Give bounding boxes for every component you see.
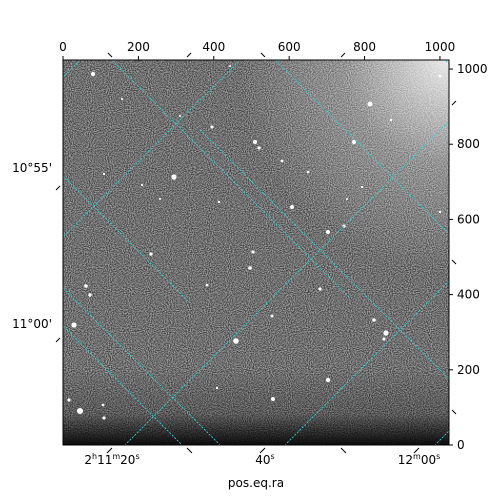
grid-line-8: [124, 120, 449, 445]
right-tick-label-5: 1000: [457, 62, 488, 76]
stars: [67, 65, 442, 420]
star-37: [438, 210, 442, 214]
star-11: [326, 230, 330, 234]
star-42: [346, 198, 348, 200]
grid-line-0: [63, 175, 191, 304]
world-tick-8: [186, 52, 192, 58]
star-29: [101, 403, 105, 407]
dec-tick-label-1: 11°00': [12, 317, 52, 331]
star-8: [351, 139, 357, 145]
star-10: [389, 118, 393, 122]
world-tick-6: [55, 337, 61, 343]
star-30: [67, 398, 71, 402]
right-tick-label-2: 400: [457, 288, 480, 302]
world-tick-13: [451, 409, 457, 415]
world-tick-12: [451, 259, 457, 265]
star-17: [84, 284, 88, 288]
star-41: [229, 65, 231, 67]
star-13: [251, 250, 255, 254]
star-27: [271, 397, 275, 401]
star-43: [360, 185, 364, 189]
top-tick-label-0: 0: [59, 40, 67, 54]
top-tick-label-4: 800: [353, 40, 376, 54]
star-26: [325, 377, 331, 383]
star-33: [217, 200, 221, 204]
star-15: [149, 252, 153, 256]
grid-line-4: [63, 325, 183, 445]
right-pixel-axis: 0 200 400 600 800 1000: [449, 62, 488, 452]
top-tick-label-5: 1000: [425, 40, 456, 54]
ra-tick-label-2: 12m00s: [398, 452, 441, 467]
star-34: [140, 183, 144, 187]
right-tick-label-0: 0: [457, 438, 465, 452]
world-tick-2: [259, 447, 266, 454]
top-pixel-axis: 0 200 400 600 800 1000: [59, 40, 455, 60]
world-tick-11: [451, 100, 457, 106]
top-tick-label-1: 200: [127, 40, 150, 54]
star-20: [233, 338, 239, 344]
world-axis-ticks: [55, 52, 457, 454]
right-tick-label-1: 200: [457, 363, 480, 377]
ra-tick-label-0: 2h11m20s: [84, 452, 139, 467]
star-7: [306, 170, 310, 174]
top-tick-label-2: 400: [202, 40, 225, 54]
world-tick-4: [413, 447, 420, 454]
star-39: [179, 115, 181, 117]
star-23: [372, 318, 376, 322]
dec-tick-label-0: 10°55': [12, 161, 52, 175]
world-tick-7: [107, 52, 113, 58]
star-24: [383, 330, 389, 336]
star-38: [438, 74, 442, 78]
star-2: [210, 125, 214, 129]
star-0: [90, 71, 96, 77]
grid-line-5: [199, 129, 449, 380]
star-21: [270, 314, 274, 318]
ra-tick-label-1: 40s: [255, 452, 274, 467]
grid-line-9: [284, 280, 449, 445]
star-9: [367, 101, 373, 107]
plot-frame: [62, 59, 450, 446]
star-22: [318, 287, 322, 291]
top-tick-label-3: 600: [278, 40, 301, 54]
star-14: [248, 266, 252, 270]
world-tick-3: [340, 447, 347, 454]
star-32: [215, 386, 219, 390]
star-25: [382, 337, 386, 341]
right-tick-label-3: 600: [457, 212, 480, 226]
world-tick-9: [260, 52, 266, 58]
grid-line-11: [63, 60, 81, 78]
world-tick-0: [106, 447, 113, 454]
star-28: [77, 408, 83, 414]
world-tick-5: [55, 185, 61, 191]
star-31: [102, 416, 106, 420]
star-1: [171, 174, 177, 180]
x-axis-title: pos.eq.ra: [228, 476, 284, 490]
star-40: [121, 98, 123, 100]
star-6: [280, 159, 284, 163]
world-tick-10: [340, 52, 346, 58]
star-4: [257, 146, 261, 150]
star-16: [205, 283, 209, 287]
star-3: [253, 140, 257, 144]
star-35: [102, 172, 106, 176]
world-tick-1: [186, 447, 193, 454]
star-36: [159, 198, 161, 200]
right-tick-label-4: 800: [457, 137, 480, 151]
star-19: [71, 322, 77, 328]
star-18: [88, 293, 92, 297]
star-5: [290, 205, 294, 209]
